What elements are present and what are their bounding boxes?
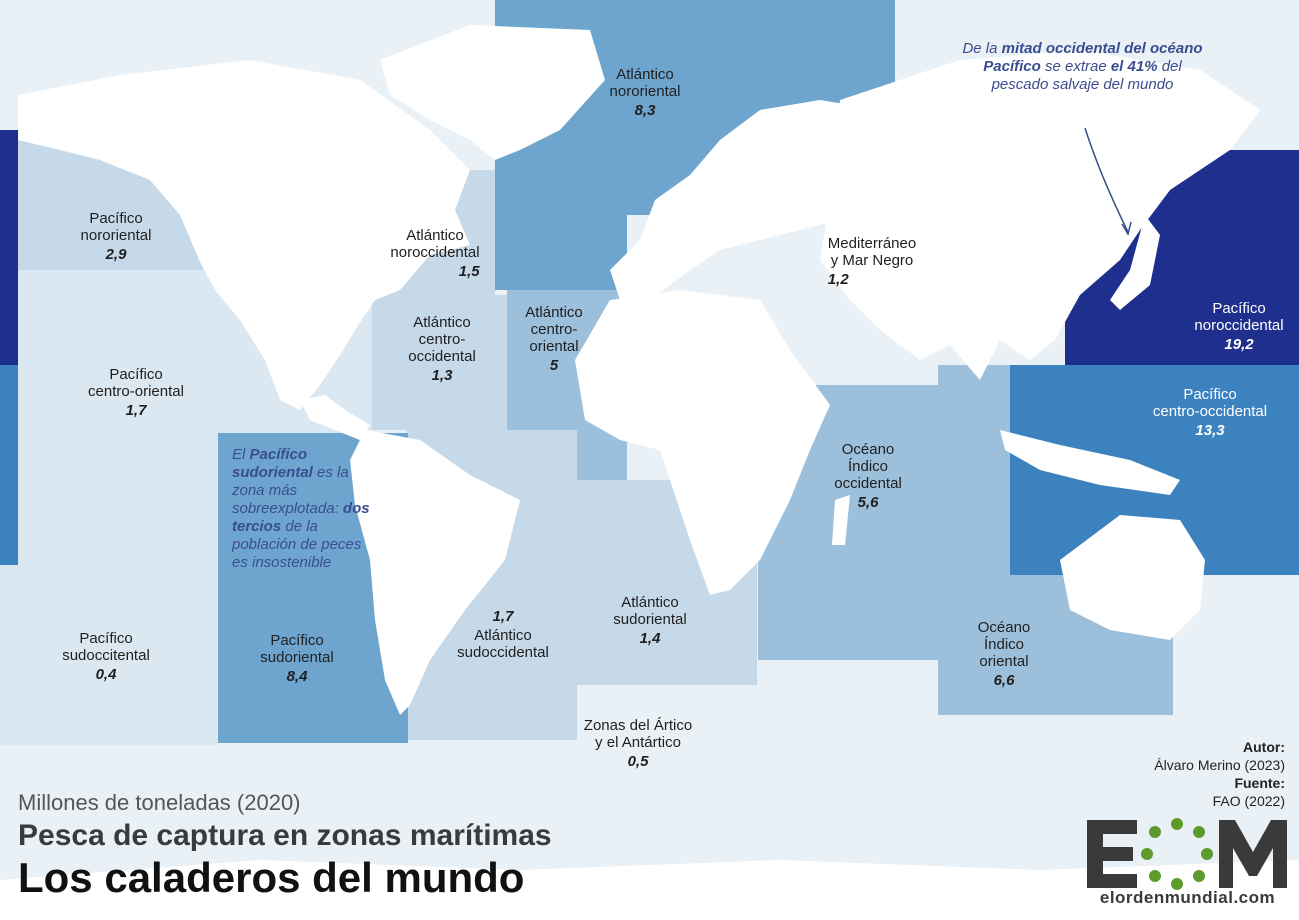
logo-dot: [1193, 870, 1205, 882]
logo-dot: [1171, 878, 1183, 890]
title-block: Millones de toneladas (2020) Pesca de ca…: [18, 788, 552, 902]
land-north-america: [18, 60, 470, 410]
source-label: Fuente:: [1234, 775, 1285, 791]
zone-label-northwest-pacific: Pacífico noroccidental 19,2: [1194, 300, 1284, 353]
zone-label-central-west-atlantic: Atlántico centro- occidental 1,3: [408, 314, 476, 384]
note-northwest-pacific: De la mitad occidental del océano Pacífi…: [962, 40, 1203, 93]
zone-label-central-east-pacific: Pacífico centro-oriental 1,7: [88, 366, 184, 419]
zone-label-west-indian-ocean: Océano Índico occidental 5,6: [834, 441, 902, 511]
zone-label-east-indian-ocean: Océano Índico oriental 6,6: [977, 619, 1031, 689]
zone-central-west-atlantic: [372, 295, 507, 430]
logo-dot: [1149, 826, 1161, 838]
logo-letter-m: [1219, 820, 1287, 888]
logo-dot: [1193, 826, 1205, 838]
land-europe: [610, 100, 880, 300]
land-africa: [575, 290, 830, 595]
land-australia: [1060, 515, 1205, 640]
land-antarctica: [0, 860, 1299, 920]
logo-letter-e: [1087, 820, 1137, 888]
zone-pacific-west-strip-north: [0, 130, 18, 365]
zone-label-southwest-atlantic: 1,7 Atlántico sudoccidental: [457, 608, 549, 661]
zone-label-northeast-atlantic: Atlántico nororiental 8,3: [609, 66, 681, 119]
map-subtitle: Pesca de captura en zonas marítimas: [18, 819, 552, 852]
logo-url: elordenmundial.com: [1099, 888, 1276, 907]
note-arrow: [1084, 127, 1129, 233]
eom-logo: elordenmundial.com: [1085, 818, 1290, 908]
map-title: Los caladeros del mundo: [18, 854, 525, 901]
logo-dot: [1201, 848, 1213, 860]
land-japan: [1110, 215, 1160, 310]
zone-label-southeast-pacific: Pacífico sudoriental 8,4: [260, 632, 334, 685]
zone-label-central-east-atlantic: Atlántico centro- oriental 5: [525, 304, 583, 374]
zone-label-northeast-pacific: Pacífico nororiental 2,9: [80, 210, 152, 263]
land-masses: [0, 25, 1299, 920]
source-name: FAO (2022): [1212, 793, 1285, 809]
land-indonesia: [1000, 430, 1180, 495]
zone-label-arctic-antarctic: Zonas del Ártico y el Antártico 0,5: [583, 717, 693, 770]
land-asia: [820, 50, 1260, 380]
land-madagascar: [832, 495, 850, 545]
zone-label-mediterranean: Mediterráneo y Mar Negro 1,2: [827, 235, 917, 288]
logo-dot: [1171, 818, 1183, 830]
eom-logo-mark: [1087, 818, 1287, 890]
logo-dot: [1141, 848, 1153, 860]
zone-label-central-west-pacific: Pacífico centro-occidental 13,3: [1152, 386, 1268, 439]
zone-pacific-west-strip-south: [0, 365, 18, 565]
note-southeast-pacific: El Pacífico sudoriental es la zona más s…: [232, 446, 370, 571]
logo-dot: [1149, 870, 1161, 882]
note-arrow-head: [1121, 221, 1132, 236]
logo-dot-ring: [1141, 818, 1213, 890]
zone-southwest-pacific: [0, 565, 218, 745]
credits: Autor: Álvaro Merino (2023) Fuente: FAO …: [1154, 738, 1285, 810]
land-central-america: [300, 395, 370, 440]
units-subtitle: Millones de toneladas (2020): [18, 790, 301, 815]
zone-label-southeast-atlantic: Atlántico sudoriental 1,4: [613, 594, 687, 647]
zone-label-northwest-atlantic: Atlántico noroccidental 1,5: [390, 227, 480, 280]
author-label: Autor:: [1243, 739, 1285, 755]
land-greenland: [380, 25, 605, 160]
author-name: Álvaro Merino (2023): [1154, 757, 1285, 773]
zone-label-southwest-pacific: Pacífico sudoccitental 0,4: [62, 630, 150, 683]
land-south-america: [350, 430, 520, 715]
